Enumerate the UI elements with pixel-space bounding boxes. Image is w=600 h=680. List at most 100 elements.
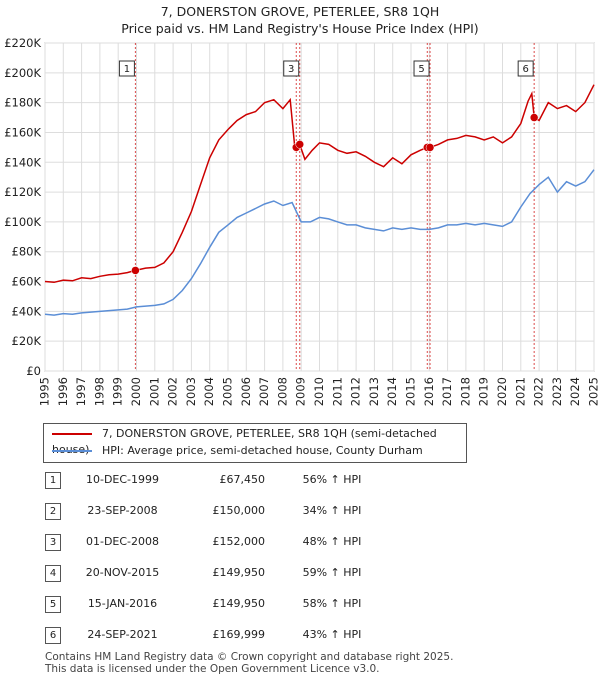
- y-tick-label: £220K: [4, 36, 41, 50]
- y-tick-label: £200K: [4, 66, 41, 80]
- sale-point: [529, 113, 539, 122]
- x-tick-label: 2023: [550, 377, 564, 406]
- x-tick-label: 2018: [458, 377, 472, 406]
- sale-number-badge: 3: [45, 534, 61, 551]
- y-tick-label: £100K: [4, 215, 41, 229]
- sale-number-badge: 6: [45, 627, 61, 644]
- x-tick-label: 2012: [349, 377, 363, 406]
- x-tick-label: 2020: [495, 377, 509, 406]
- marker-label-box: [517, 60, 534, 77]
- x-tick-label: 1999: [111, 377, 125, 406]
- sale-point: [425, 143, 435, 152]
- marker-label-number: 3: [288, 64, 294, 75]
- marker-label-box: [118, 60, 135, 77]
- y-tick-label: £160K: [4, 125, 41, 139]
- sale-number-badge: 5: [45, 596, 61, 613]
- footer-licence: This data is licensed under the Open Gov…: [45, 663, 380, 675]
- sale-number-badge: 2: [45, 503, 61, 520]
- legend-swatch-hpi: [52, 450, 92, 452]
- marker-label-number: 1: [124, 64, 130, 75]
- x-tick-label: 2019: [477, 377, 491, 406]
- sale-price: £150,000: [212, 504, 266, 517]
- x-tick-label: 1996: [56, 377, 70, 406]
- y-tick-label: £120K: [4, 185, 41, 199]
- sale-price: £169,999: [212, 628, 266, 641]
- sale-price: £152,000: [212, 535, 266, 548]
- series-hpi-line: [44, 169, 595, 316]
- x-tick-label: 2008: [275, 377, 289, 406]
- chart-title: 7, DONERSTON GROVE, PETERLEE, SR8 1QH: [160, 4, 440, 19]
- y-tick-label: £140K: [4, 155, 41, 169]
- x-tick-label: 2001: [147, 377, 161, 406]
- x-tick-label: 2017: [440, 377, 454, 406]
- footer-copyright: Contains HM Land Registry data © Crown c…: [45, 651, 454, 663]
- y-tick-label: £80K: [12, 245, 42, 259]
- x-tick-label: 2022: [532, 377, 546, 406]
- sale-hpi-change: 56% ↑ HPI: [302, 473, 362, 486]
- marker-label-box: [283, 60, 300, 77]
- legend-label-property: 7, DONERSTON GROVE, PETERLEE, SR8 1QH (s…: [52, 427, 437, 456]
- legend-item-property: 7, DONERSTON GROVE, PETERLEE, SR8 1QH (s…: [52, 426, 466, 456]
- x-tick-label: 2011: [330, 377, 344, 406]
- y-tick-label: £40K: [12, 304, 42, 318]
- sale-date: 10-DEC-1999: [85, 473, 160, 486]
- footer: Contains HM Land Registry data © Crown c…: [45, 651, 453, 675]
- table-row: 1 10-DEC-1999 £67,450 56% ↑ HPI: [0, 470, 600, 490]
- series-property-line: [44, 84, 595, 284]
- y-tick-label: £180K: [4, 96, 41, 110]
- x-tick-label: 1997: [74, 377, 88, 406]
- chart-subtitle: Price paid vs. HM Land Registry's House …: [121, 21, 479, 36]
- x-tick-label: 2009: [294, 377, 308, 406]
- sale-price: £67,450: [219, 473, 266, 486]
- sale-hpi-change: 48% ↑ HPI: [302, 535, 362, 548]
- x-tick-label: 2006: [239, 377, 253, 406]
- sale-hpi-change: 58% ↑ HPI: [302, 597, 362, 610]
- x-tick-label: 2013: [367, 377, 381, 406]
- x-tick-label: 2024: [568, 377, 582, 406]
- sale-hpi-change: 43% ↑ HPI: [302, 628, 362, 641]
- legend-item-hpi: HPI: Average price, semi-detached house,…: [52, 443, 423, 459]
- legend-swatch-property: [52, 433, 92, 435]
- table-row: 5 15-JAN-2016 £149,950 58% ↑ HPI: [0, 594, 600, 614]
- x-tick-label: 2002: [166, 377, 180, 406]
- x-tick-label: 2005: [221, 377, 235, 406]
- table-row: 3 01-DEC-2008 £152,000 48% ↑ HPI: [0, 532, 600, 552]
- x-tick-label: 2004: [202, 377, 216, 406]
- sale-hpi-change: 34% ↑ HPI: [302, 504, 362, 517]
- sale-date: 23-SEP-2008: [87, 504, 158, 517]
- x-tick-label: 2015: [404, 377, 418, 406]
- x-tick-label: 2000: [129, 377, 143, 406]
- y-tick-label: £20K: [12, 334, 42, 348]
- legend: 7, DONERSTON GROVE, PETERLEE, SR8 1QH (s…: [43, 423, 467, 463]
- x-tick-label: 1998: [92, 377, 106, 406]
- sale-number-badge: 4: [45, 565, 61, 582]
- x-tick-label: 2010: [312, 377, 326, 406]
- sale-number-badge: 1: [45, 472, 61, 489]
- marker-label-number: 6: [522, 64, 528, 75]
- x-tick-label: 2007: [257, 377, 271, 406]
- sale-point: [295, 140, 304, 149]
- sale-date: 24-SEP-2021: [87, 628, 158, 641]
- sale-price: £149,950: [212, 566, 266, 579]
- marker-label-number: 5: [418, 64, 424, 75]
- x-tick-label: 2021: [513, 377, 527, 406]
- y-tick-label: £0: [26, 364, 41, 378]
- x-tick-label: 2025: [587, 377, 600, 406]
- table-row: 2 23-SEP-2008 £150,000 34% ↑ HPI: [0, 501, 600, 521]
- sale-date: 20-NOV-2015: [85, 566, 160, 579]
- sale-date: 01-DEC-2008: [85, 535, 160, 548]
- x-tick-label: 2014: [385, 377, 399, 406]
- table-row: 6 24-SEP-2021 £169,999 43% ↑ HPI: [0, 625, 600, 645]
- y-tick-label: £60K: [12, 275, 42, 289]
- sale-price: £149,950: [212, 597, 266, 610]
- table-row: 4 20-NOV-2015 £149,950 59% ↑ HPI: [0, 563, 600, 583]
- legend-label-hpi: HPI: Average price, semi-detached house,…: [102, 444, 423, 457]
- sale-hpi-change: 59% ↑ HPI: [302, 566, 362, 579]
- x-tick-label: 2003: [184, 377, 198, 406]
- x-tick-label: 1995: [38, 377, 52, 406]
- price-chart: £0 £20K £40K £60K £80K £100K £120K £140K £160K £1…: [4, 36, 600, 406]
- sale-date: 15-JAN-2016: [87, 597, 158, 610]
- x-tick-label: 2016: [422, 377, 436, 406]
- marker-label-box: [413, 60, 430, 77]
- sale-point: [131, 266, 140, 275]
